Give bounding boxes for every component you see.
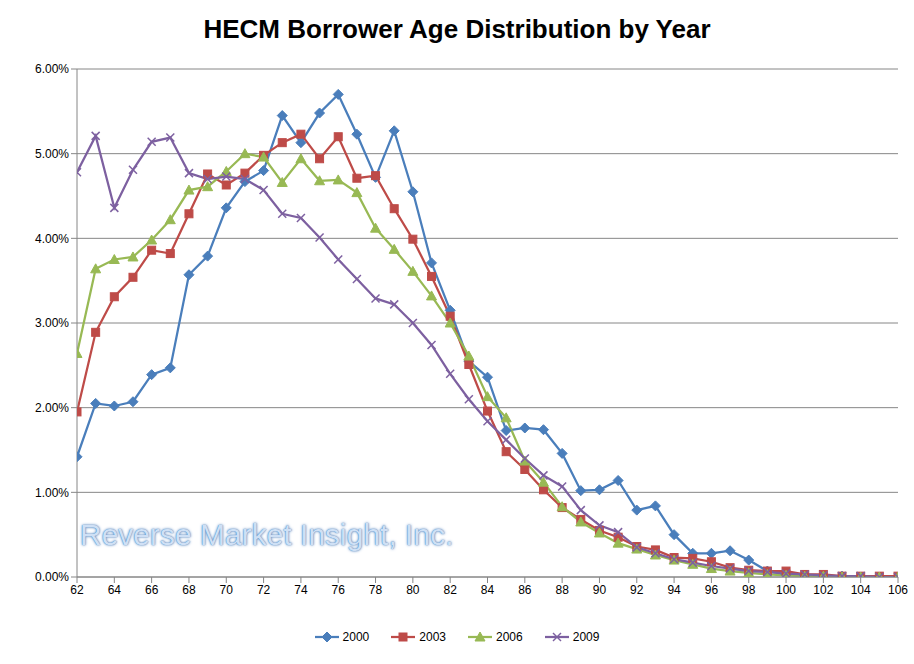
html-text:HECM Borrower Age Distribution: HECM Borrower Age Distribution by Year bbox=[203, 14, 711, 44]
svg-text:82: 82 bbox=[444, 583, 458, 597]
svg-text:5.00%: 5.00% bbox=[35, 147, 69, 161]
svg-text:70: 70 bbox=[220, 583, 234, 597]
svg-text:94: 94 bbox=[667, 583, 681, 597]
html-text:2003: 2003 bbox=[419, 630, 446, 644]
svg-text:64: 64 bbox=[108, 583, 122, 597]
svg-text:102: 102 bbox=[813, 583, 833, 597]
svg-text:106: 106 bbox=[888, 583, 906, 597]
svg-text:68: 68 bbox=[182, 583, 196, 597]
html-text:2006: 2006 bbox=[496, 630, 523, 644]
svg-text:104: 104 bbox=[851, 583, 871, 597]
svg-text:84: 84 bbox=[481, 583, 495, 597]
html-text:2009: 2009 bbox=[572, 630, 600, 644]
svg-text:100: 100 bbox=[776, 583, 796, 597]
svg-text:3.00%: 3.00% bbox=[35, 316, 69, 330]
svg-text:88: 88 bbox=[555, 583, 569, 597]
svg-text:92: 92 bbox=[630, 583, 644, 597]
svg-text:90: 90 bbox=[593, 583, 607, 597]
svg-text:78: 78 bbox=[369, 583, 383, 597]
svg-text:98: 98 bbox=[742, 583, 756, 597]
svg-text:86: 86 bbox=[518, 583, 532, 597]
svg-text:0.00%: 0.00% bbox=[35, 570, 69, 584]
svg-text:96: 96 bbox=[705, 583, 719, 597]
svg-text:76: 76 bbox=[332, 583, 346, 597]
svg-text:1.00%: 1.00% bbox=[35, 486, 69, 500]
svg-text:4.00%: 4.00% bbox=[35, 232, 69, 246]
svg-text:72: 72 bbox=[257, 583, 271, 597]
html-text:2000: 2000 bbox=[342, 630, 370, 644]
svg-text:80: 80 bbox=[406, 583, 420, 597]
svg-text:6.00%: 6.00% bbox=[35, 62, 69, 76]
svg-text:74: 74 bbox=[294, 583, 308, 597]
svg-text:66: 66 bbox=[145, 583, 159, 597]
svg-text:2.00%: 2.00% bbox=[35, 401, 69, 415]
html-text:Reverse Market Insight, Inc.: Reverse Market Insight, Inc. bbox=[80, 518, 454, 551]
svg-text:62: 62 bbox=[70, 583, 84, 597]
